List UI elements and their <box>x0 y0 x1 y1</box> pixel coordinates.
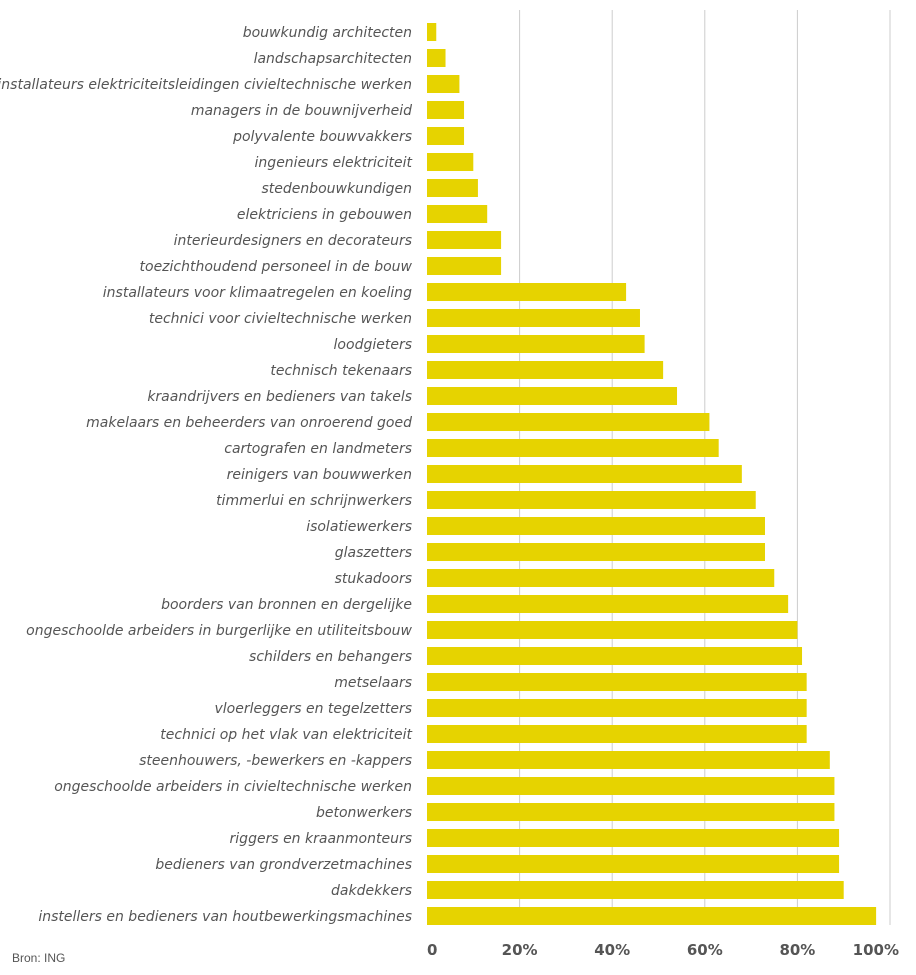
bar <box>427 309 640 327</box>
category-label: steenhouwers, -bewerkers en -kappers <box>139 753 412 769</box>
category-label: glaszetters <box>335 545 412 561</box>
category-label: makelaars en beheerders van onroerend go… <box>86 415 412 431</box>
bar <box>427 777 835 795</box>
category-label: riggers en kraanmonteurs <box>230 831 412 847</box>
bar <box>427 725 807 743</box>
category-label: dakdekkers <box>331 883 412 899</box>
bar <box>427 101 465 119</box>
x-tick-label: 20% <box>502 941 538 959</box>
category-label: managers in de bouwnijverheid <box>191 103 412 119</box>
bar <box>427 127 465 145</box>
category-label: ongeschoolde arbeiders in burgerlijke en… <box>26 623 412 639</box>
bar <box>427 595 789 613</box>
bar <box>427 413 710 431</box>
category-label: schilders en behangers <box>249 649 412 665</box>
x-tick-label: 0 <box>427 941 437 959</box>
category-label: boorders van bronnen en dergelijke <box>161 597 412 613</box>
category-label: elektriciens in gebouwen <box>237 207 412 223</box>
bar <box>427 751 830 769</box>
bar <box>427 803 835 821</box>
bar <box>427 621 798 639</box>
category-label: isolatiewerkers <box>306 519 412 535</box>
category-label: toezichthoudend personeel in de bouw <box>140 259 413 275</box>
bar <box>427 361 664 379</box>
bar <box>427 881 844 899</box>
bar <box>427 569 775 587</box>
bar <box>427 257 502 275</box>
category-label: technici voor civieltechnische werken <box>149 311 412 327</box>
category-label: installateurs voor klimaatregelen en koe… <box>103 285 412 301</box>
category-label: installateurs elektriciteitsleidingen ci… <box>0 77 412 93</box>
x-tick-label: 40% <box>594 941 630 959</box>
category-label: instellers en bedieners van houtbewerkin… <box>38 909 412 925</box>
category-label: bedieners van grondverzetmachines <box>155 857 412 873</box>
category-label: ongeschoolde arbeiders in civieltechnisc… <box>54 779 412 795</box>
category-label: loodgieters <box>334 337 412 353</box>
source-note: Bron: ING <box>12 951 66 965</box>
bar <box>427 179 478 197</box>
category-label: interieurdesigners en decorateurs <box>174 233 412 249</box>
bar <box>427 673 807 691</box>
bar <box>427 647 803 665</box>
category-label: betonwerkers <box>316 805 412 821</box>
x-tick-label: 60% <box>687 941 723 959</box>
x-tick-label: 80% <box>779 941 815 959</box>
category-label: ingenieurs elektriciteit <box>255 155 413 171</box>
category-label: stukadoors <box>335 571 412 587</box>
bar <box>427 153 474 171</box>
bar <box>427 855 840 873</box>
bar <box>427 829 840 847</box>
x-axis-tick-labels: 0 20% 40% 60% 80% 100% <box>427 941 899 959</box>
bar <box>427 517 765 535</box>
bar <box>427 205 488 223</box>
category-label: kraandrijvers en bedieners van takels <box>147 389 412 405</box>
category-label: polyvalente bouwvakkers <box>232 129 412 145</box>
bar <box>427 335 645 353</box>
bars <box>427 23 877 925</box>
x-tick-label: 100% <box>853 941 899 959</box>
bar <box>427 543 765 561</box>
category-label: reinigers van bouwwerken <box>227 467 412 483</box>
category-label: timmerlui en schrijnwerkers <box>216 493 412 509</box>
bar <box>427 283 627 301</box>
category-label: metselaars <box>334 675 412 691</box>
bar <box>427 907 877 925</box>
bar <box>427 439 719 457</box>
bar <box>427 23 437 41</box>
category-label: landschapsarchitecten <box>254 51 412 67</box>
category-label: technici op het vlak van elektriciteit <box>160 727 412 743</box>
category-labels: bouwkundig architecten landschapsarchitec… <box>0 25 413 925</box>
category-label: vloerleggers en tegelzetters <box>214 701 412 717</box>
bar <box>427 465 742 483</box>
category-label: cartografen en landmeters <box>224 441 412 457</box>
category-label: bouwkundig architecten <box>243 25 412 41</box>
bar <box>427 231 502 249</box>
bar <box>427 387 678 405</box>
category-label: stedenbouwkundigen <box>261 181 412 197</box>
bar <box>427 699 807 717</box>
bar <box>427 49 446 67</box>
category-label: technisch tekenaars <box>270 363 412 379</box>
bar <box>427 75 460 93</box>
bar <box>427 491 756 509</box>
